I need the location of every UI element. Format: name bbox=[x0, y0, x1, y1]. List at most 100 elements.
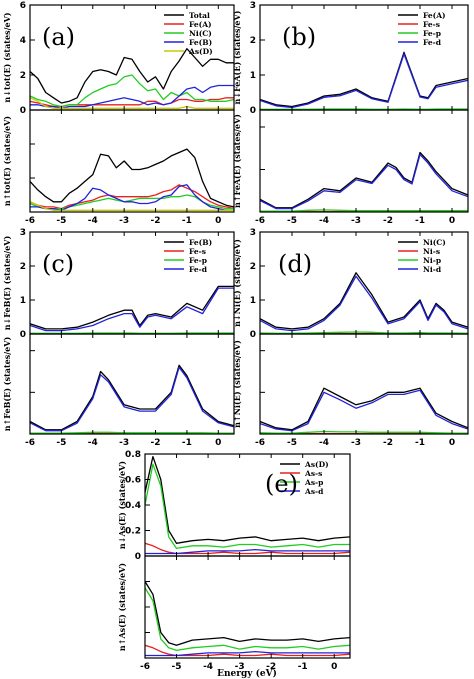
x-tick-label: -1 bbox=[182, 216, 192, 226]
series-line-total bbox=[30, 48, 234, 104]
legend-entry: Fe(B) bbox=[189, 38, 212, 47]
series-line-ni-d bbox=[260, 389, 468, 432]
legend: Fe(A)Fe-sFe-pFe-d bbox=[398, 11, 446, 47]
series-line-as-d- bbox=[145, 581, 350, 646]
legend: As(D)As-sAs-pAs-d bbox=[280, 460, 329, 496]
x-axis-title: Energy (eV) bbox=[217, 668, 277, 679]
y-tick-label: 0 bbox=[250, 330, 256, 340]
y-axis-label: n↓As(E) (states/eV) bbox=[117, 461, 127, 549]
x-tick-label: -1 bbox=[182, 438, 192, 448]
series-line-as-p bbox=[145, 587, 350, 652]
legend-entry: As(D) bbox=[304, 460, 329, 469]
series-line-as-p bbox=[145, 463, 350, 550]
y-tick-label: 2 bbox=[20, 262, 26, 272]
subplot-down: n↑tot(E) (states/eV) bbox=[2, 109, 235, 213]
plot-frame bbox=[144, 555, 351, 659]
panel-label: (a) bbox=[42, 23, 75, 51]
series-line-as-s bbox=[145, 644, 350, 657]
x-tick-label: -6 bbox=[140, 662, 150, 672]
series-line-as-d- bbox=[30, 97, 234, 109]
y-tick-label: 0.2 bbox=[125, 527, 141, 537]
legend-entry: As-s bbox=[304, 469, 322, 478]
series-line-total bbox=[30, 148, 234, 208]
series-group bbox=[260, 387, 468, 434]
y-axis-label: n↓FeB(E) (states/eV) bbox=[2, 236, 12, 331]
legend-entry: Fe-d bbox=[423, 38, 442, 47]
legend-entry: Total bbox=[189, 11, 210, 20]
series-group bbox=[30, 285, 234, 334]
series-line-ni-c- bbox=[260, 387, 468, 431]
x-tick-label: -5 bbox=[56, 438, 66, 448]
series-line-fe-d bbox=[30, 287, 234, 332]
series-group bbox=[30, 48, 234, 109]
x-tick-label: -3 bbox=[119, 438, 129, 448]
y-tick-label: 0 bbox=[250, 106, 256, 116]
series-line-ni-c- bbox=[260, 272, 468, 330]
y-tick-label: 6 bbox=[20, 1, 26, 11]
panel-label: (c) bbox=[42, 250, 74, 278]
series-line-fe-p bbox=[30, 431, 234, 434]
panel-d: 0 1 2 3 n↓Ni(E) (states/eV) n↑Ni(E) (states/e… bbox=[232, 228, 469, 448]
legend-entry: Fe(A) bbox=[423, 11, 446, 20]
series-line-ni-p bbox=[260, 430, 468, 434]
y-axis-label: n↑As(E) (states/eV) bbox=[117, 563, 127, 651]
series-line-as-d bbox=[145, 650, 350, 657]
x-tick-label: 0 bbox=[449, 438, 455, 448]
legend-entry: As(D) bbox=[188, 47, 213, 56]
x-tick-label: 0 bbox=[215, 438, 221, 448]
legend-entry: Ni-s bbox=[423, 247, 440, 256]
x-tick-label: 0 bbox=[215, 216, 221, 226]
y-axis-label: n↓tot(E) (states/eV) bbox=[2, 12, 12, 102]
series-group bbox=[30, 364, 234, 434]
y-tick-label: 0.4 bbox=[125, 501, 141, 511]
x-tick-label: -3 bbox=[351, 438, 361, 448]
series-line-fe-b- bbox=[30, 364, 234, 431]
y-axis-label: n↑Ni(E) (states/eV) bbox=[232, 340, 242, 428]
series-group bbox=[260, 272, 468, 334]
series-group bbox=[260, 51, 468, 110]
series-line-as-d- bbox=[145, 455, 350, 544]
x-tick-label: -1 bbox=[415, 438, 425, 448]
series-line-ni-c- bbox=[30, 74, 234, 108]
y-tick-label: 2 bbox=[250, 36, 256, 46]
series-group bbox=[145, 581, 350, 657]
plot-frame bbox=[259, 333, 469, 435]
x-tick-label: -4 bbox=[319, 216, 329, 226]
y-axis-label: n↑FeA(E) (states/eV) bbox=[232, 114, 242, 208]
x-tick-label: -5 bbox=[287, 438, 297, 448]
y-tick-label: 0.6 bbox=[125, 476, 141, 486]
y-tick-label: 1 bbox=[250, 71, 256, 81]
panel-label: (b) bbox=[282, 23, 316, 51]
y-axis-label: n↓FeA(E) (states/eV) bbox=[232, 10, 242, 104]
series-line-fe-a- bbox=[260, 51, 468, 108]
panel-label: (e) bbox=[265, 470, 298, 498]
x-tick-label: -6 bbox=[25, 216, 35, 226]
y-tick-label: 3 bbox=[250, 1, 256, 11]
legend-entry: Fe-s bbox=[189, 247, 206, 256]
legend: Fe(B)Fe-sFe-pFe-d bbox=[164, 238, 212, 274]
series-line-fe-b- bbox=[30, 184, 234, 211]
series-line-fe-d bbox=[260, 53, 468, 109]
y-tick-label: 1 bbox=[20, 296, 26, 306]
legend-entry: As-p bbox=[304, 478, 323, 487]
x-tick-label: 0 bbox=[449, 216, 455, 226]
y-tick-label: 3 bbox=[20, 228, 26, 238]
y-tick-label: 3 bbox=[250, 228, 256, 238]
series-line-as-s bbox=[145, 542, 350, 555]
plot-frame bbox=[259, 109, 469, 213]
plot-frame bbox=[29, 333, 235, 435]
x-tick-label: -5 bbox=[172, 662, 182, 672]
legend: Ni(C)Ni-sNi-pNi-d bbox=[398, 238, 446, 274]
legend-entry: Fe(A) bbox=[189, 20, 212, 29]
subplot-up: 0 0.2 0.4 0.6 0.8n↓As(E) (states/eV) bbox=[117, 450, 351, 562]
legend-entry: Fe-p bbox=[189, 256, 207, 265]
x-tick-label: -4 bbox=[88, 216, 98, 226]
series-line-ni-p bbox=[260, 331, 468, 334]
series-line-fe-a- bbox=[30, 184, 234, 210]
subplot-down: n↑FeB(E) (states/eV) bbox=[2, 333, 235, 435]
panel-a: 0 2 4 6 n↓tot(E) (states/eV) n↑tot(E) (states… bbox=[2, 1, 235, 226]
plot-frame bbox=[29, 109, 235, 213]
x-tick-label: -6 bbox=[255, 216, 265, 226]
subplot-down: n↑FeA(E) (states/eV) bbox=[232, 109, 469, 213]
